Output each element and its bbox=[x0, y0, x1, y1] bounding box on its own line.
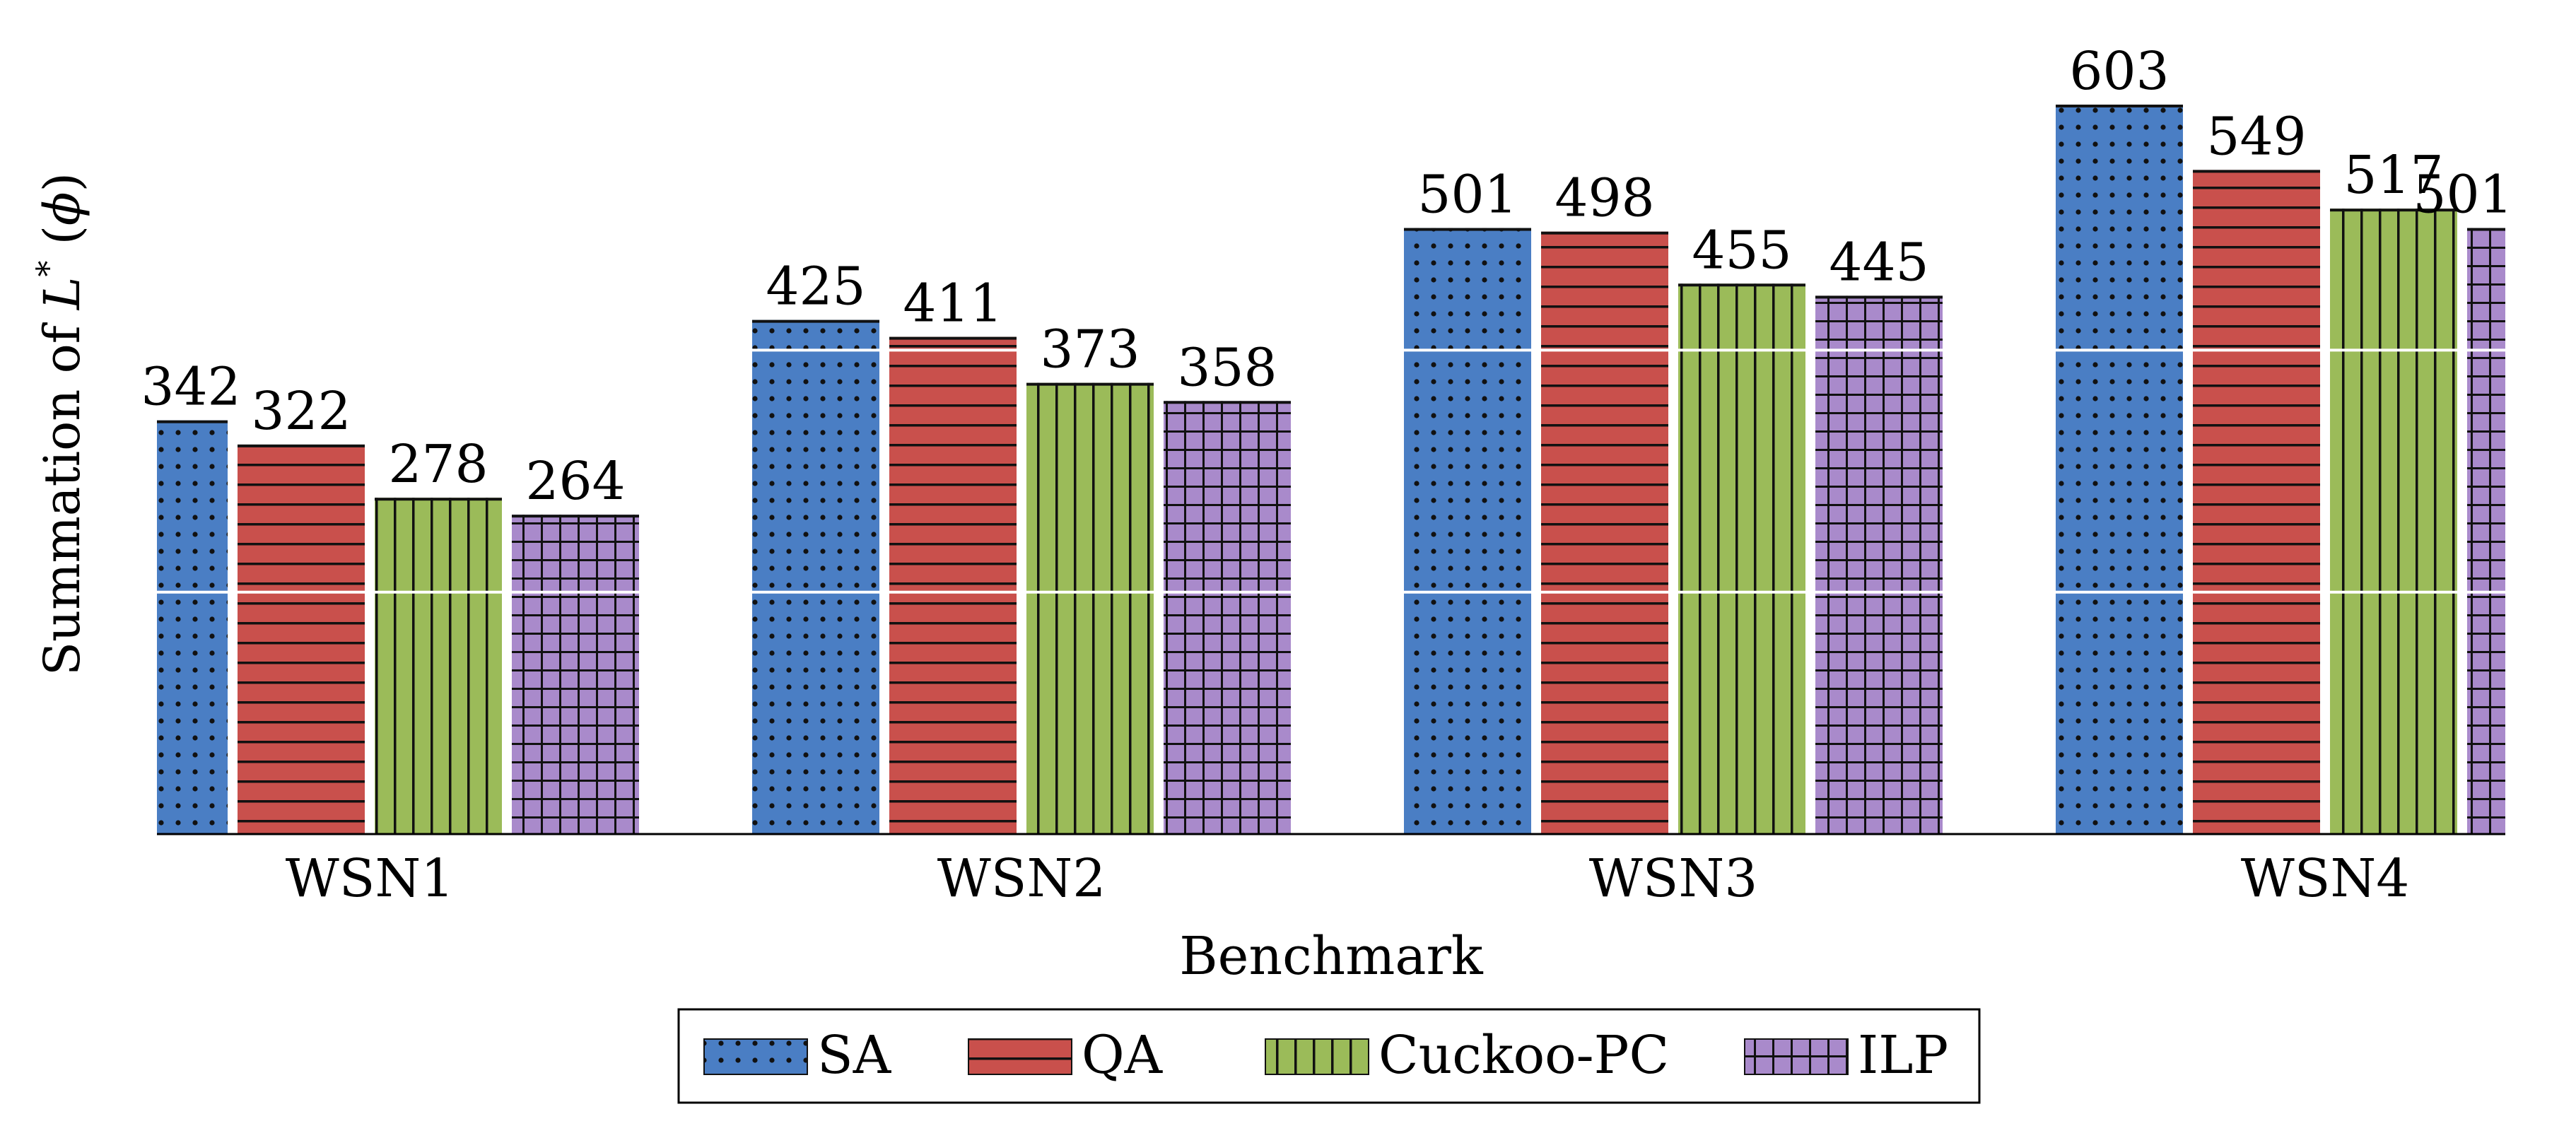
bar-cuckoo-pc-wsn1 bbox=[375, 498, 502, 834]
value-label-sa-wsn1: 342 bbox=[141, 357, 240, 418]
bar-top-edge bbox=[512, 515, 639, 518]
bar-sa-wsn1 bbox=[157, 420, 228, 834]
bar-ilp-wsn2 bbox=[1164, 401, 1291, 834]
bar-top-edge bbox=[1678, 283, 1805, 287]
y-axis-title-close: ) bbox=[33, 172, 91, 192]
bar-top-edge bbox=[238, 444, 365, 447]
bar-ilp-wsn3 bbox=[1815, 295, 1943, 834]
value-label-cuckoo-pc-wsn1: 278 bbox=[388, 434, 488, 495]
bar-sa-wsn4 bbox=[2056, 105, 2183, 834]
bar-top-edge bbox=[1541, 231, 1668, 235]
legend-swatch-qa bbox=[968, 1038, 1072, 1075]
value-label-cuckoo-pc-wsn3: 455 bbox=[1692, 220, 1791, 281]
y-axis-title-superscript: * bbox=[29, 261, 67, 277]
bar-top-edge bbox=[2056, 105, 2183, 107]
bar-top-edge bbox=[2193, 170, 2320, 173]
value-label-ilp-wsn3: 445 bbox=[1829, 232, 1928, 293]
value-label-cuckoo-pc-wsn2: 373 bbox=[1040, 319, 1140, 380]
value-label-ilp-wsn4: 501 bbox=[2413, 165, 2512, 225]
legend-label-qa: QA bbox=[1082, 1025, 1164, 1086]
legend-swatch-cuckoo-pc bbox=[1265, 1038, 1369, 1075]
y-axis-title-open: ( bbox=[33, 225, 91, 261]
bar-top-edge bbox=[1404, 228, 1531, 231]
bar-qa-wsn2 bbox=[889, 336, 1017, 834]
bar-top-edge bbox=[2467, 228, 2505, 231]
value-label-qa-wsn4: 549 bbox=[2206, 106, 2306, 167]
x-tick-label-wsn2: WSN2 bbox=[937, 848, 1106, 909]
value-label-ilp-wsn2: 358 bbox=[1177, 337, 1277, 398]
value-label-sa-wsn2: 425 bbox=[766, 257, 865, 317]
legend-swatch-sa bbox=[703, 1038, 808, 1075]
legend-swatch-ilp bbox=[1744, 1038, 1849, 1075]
bar-top-edge bbox=[1815, 295, 1943, 299]
x-tick-label-wsn3: WSN3 bbox=[1589, 848, 1758, 909]
legend-label-sa: SA bbox=[817, 1025, 892, 1086]
x-tick-label-wsn1: WSN1 bbox=[286, 848, 455, 909]
value-label-qa-wsn3: 498 bbox=[1555, 168, 1654, 229]
bar-cuckoo-pc-wsn2 bbox=[1026, 382, 1154, 834]
legend: SA QA Cuckoo-PC ILP bbox=[677, 1008, 1981, 1104]
bar-qa-wsn4 bbox=[2193, 170, 2320, 834]
bar-cuckoo-pc-wsn3 bbox=[1678, 283, 1805, 834]
bar-sa-wsn3 bbox=[1404, 228, 1531, 834]
bars-group bbox=[157, 105, 2505, 834]
y-axis-title-phi: ϕ bbox=[33, 192, 91, 225]
bar-top-edge bbox=[157, 420, 228, 423]
value-label-cuckoo-pc-wsn4: 517 bbox=[2343, 145, 2443, 206]
value-labels: 342 322 278 264 425 411 373 358 501 498 455 445 603 5… bbox=[141, 41, 2512, 512]
y-axis-title-prefix: Summation of bbox=[33, 310, 91, 676]
bar-top-edge bbox=[2330, 209, 2457, 212]
bar-top-edge bbox=[752, 319, 879, 323]
value-label-sa-wsn3: 501 bbox=[1417, 165, 1517, 225]
x-tick-labels: WSN1 WSN2 WSN3 WSN4 bbox=[286, 848, 2410, 909]
bar-cuckoo-pc-wsn4 bbox=[2330, 209, 2457, 834]
bar-ilp-wsn4 bbox=[2467, 228, 2505, 834]
y-axis-title: Summation of L* (ϕ) bbox=[29, 172, 91, 676]
bar-top-edge bbox=[1026, 382, 1154, 386]
bar-qa-wsn3 bbox=[1541, 231, 1668, 834]
value-label-ilp-wsn1: 264 bbox=[525, 451, 625, 512]
x-tick-label-wsn4: WSN4 bbox=[2241, 848, 2410, 909]
bar-sa-wsn2 bbox=[752, 319, 879, 834]
legend-label-cuckoo-pc: Cuckoo-PC bbox=[1378, 1025, 1669, 1086]
gridlines bbox=[157, 348, 2505, 594]
bar-ilp-wsn1 bbox=[512, 515, 639, 834]
value-label-sa-wsn4: 603 bbox=[2069, 41, 2169, 102]
value-label-qa-wsn1: 322 bbox=[251, 381, 351, 442]
y-axis-title-symbol: L bbox=[33, 277, 91, 311]
value-label-qa-wsn2: 411 bbox=[903, 274, 1002, 334]
bar-qa-wsn1 bbox=[238, 444, 365, 834]
bar-top-edge bbox=[1164, 401, 1291, 404]
bar-top-edge bbox=[889, 336, 1017, 340]
bar-top-edge bbox=[375, 498, 502, 501]
x-axis-title: Benchmark bbox=[1179, 926, 1484, 987]
legend-label-ilp: ILP bbox=[1858, 1025, 1948, 1086]
